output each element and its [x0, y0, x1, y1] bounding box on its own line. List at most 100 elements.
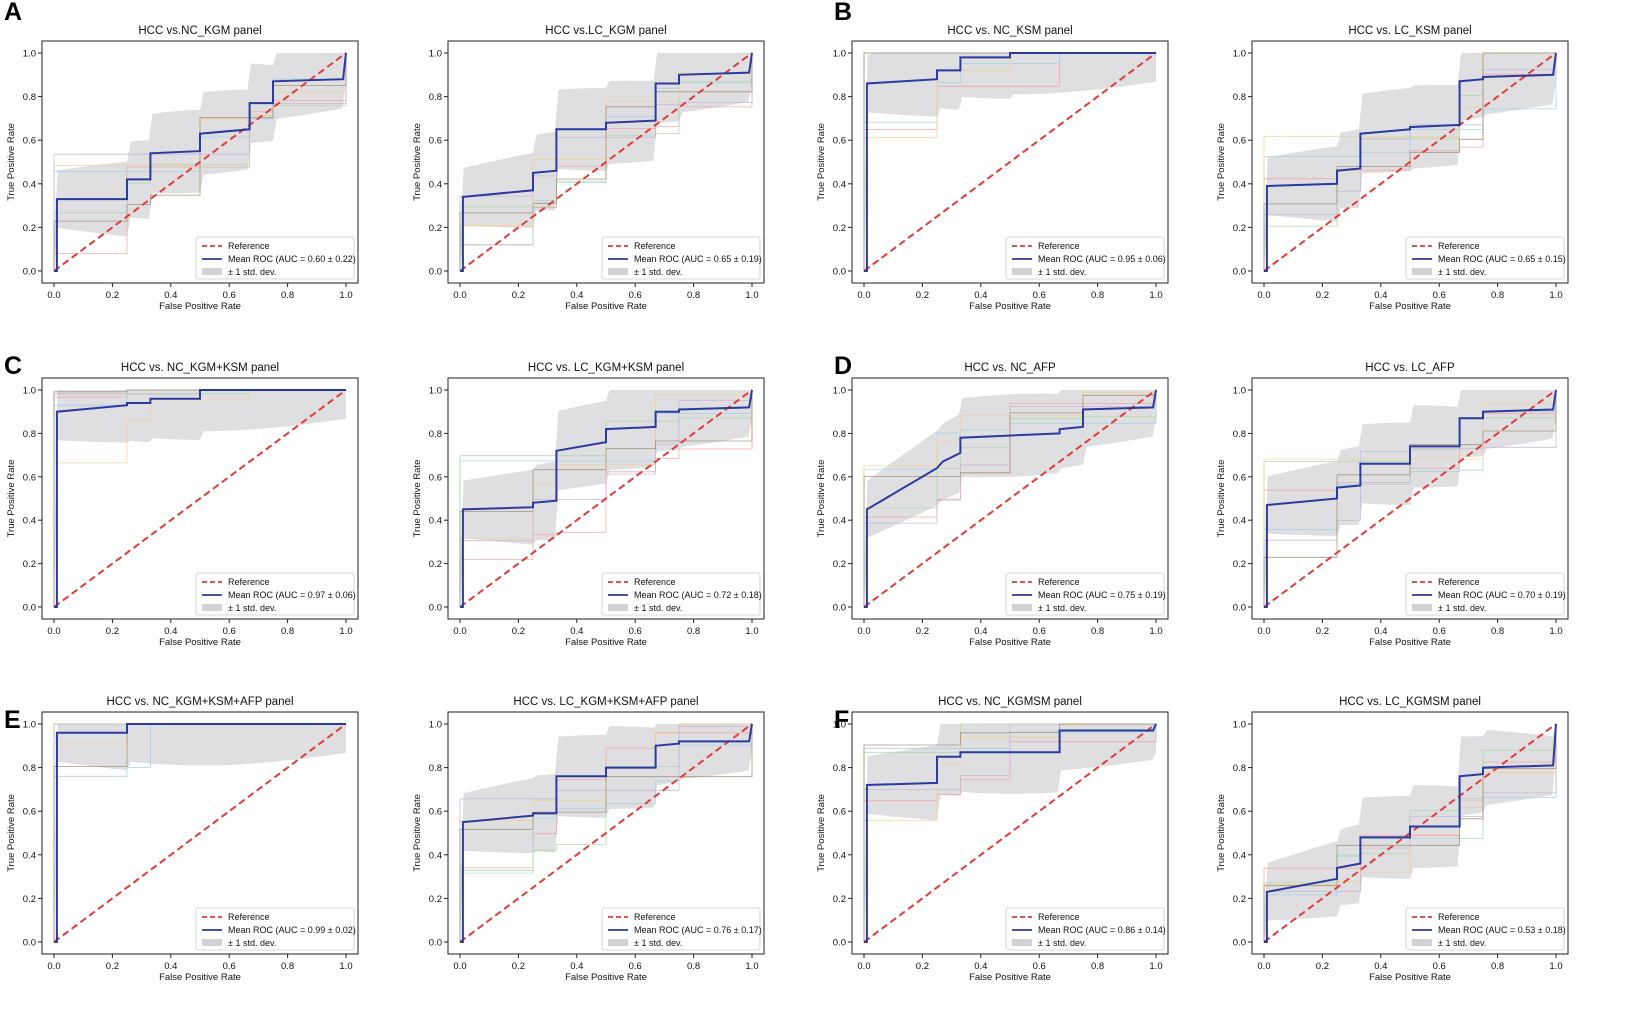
legend-reference-label: Reference — [1438, 241, 1480, 251]
y-tick-label: 0.6 — [429, 136, 442, 147]
y-tick-label: 0.8 — [833, 429, 846, 440]
x-tick-label: 0.6 — [1033, 961, 1046, 972]
y-tick-label: 0.6 — [23, 136, 36, 147]
fold-roc-curve — [1263, 52, 1556, 271]
chart-title: HCC vs.LC_KGM panel — [545, 25, 666, 37]
chart-title: HCC vs. NC_AFP — [964, 362, 1056, 374]
legend-box — [195, 572, 355, 616]
x-axis-label: False Positive Rate — [159, 637, 241, 648]
legend-reference-label: Reference — [1038, 241, 1080, 251]
fold-roc-curve — [863, 390, 1157, 607]
legend-band-swatch — [608, 604, 628, 611]
reference-line — [459, 723, 753, 943]
legend-reference-label: Reference — [634, 241, 676, 251]
legend-band-label: ± 1 std. dev. — [228, 603, 276, 613]
legend-reference-label: Reference — [228, 241, 270, 251]
x-tick-label: 0.8 — [1491, 626, 1504, 637]
y-tick-label: 1.0 — [833, 49, 846, 60]
plot-frame — [447, 40, 765, 284]
roc-chart-7: HCC vs. NC_AFP 0.0 0.2 0.4 0.6 0.8 1.0 0.0 0.2 0.… — [816, 362, 1169, 648]
x-tick-label: 1.0 — [1149, 961, 1162, 972]
x-tick-label: 1.0 — [745, 626, 758, 637]
x-tick-label: 0.2 — [1316, 290, 1329, 301]
legend-band-label: ± 1 std. dev. — [634, 603, 682, 613]
x-tick-label: 0.0 — [1257, 961, 1270, 972]
y-tick-label: 0.6 — [429, 807, 442, 818]
x-tick-label: 0.4 — [164, 290, 177, 301]
chart-title: HCC vs. NC_KGMSM panel — [938, 696, 1082, 708]
legend-band-swatch — [1012, 604, 1032, 611]
chart-title: HCC vs. LC_KGMSM panel — [1339, 696, 1481, 708]
y-tick-label: 0.4 — [23, 179, 36, 190]
x-tick-label: 0.0 — [1257, 626, 1270, 637]
legend-reference-label: Reference — [228, 577, 270, 587]
y-tick-label: 0.6 — [429, 472, 442, 483]
fold-roc-curve — [863, 390, 1157, 607]
y-tick-label: 0.0 — [833, 267, 846, 278]
mean-roc-line — [460, 389, 753, 608]
mean-roc-line — [54, 723, 346, 943]
x-tick-label: 0.4 — [570, 961, 583, 972]
x-tick-label: 0.6 — [1033, 290, 1046, 301]
y-axis-label: True Positive Rate — [412, 794, 423, 872]
y-tick-label: 1.0 — [833, 720, 846, 731]
y-tick-label: 0.0 — [23, 603, 36, 614]
plot-frame — [41, 40, 359, 284]
reference-line — [459, 389, 753, 608]
roc-chart-3: HCC vs. NC_KSM panel 0.0 0.2 0.4 0.6 0.8 1.0 0.… — [816, 25, 1169, 312]
x-tick-label: 0.2 — [916, 626, 929, 637]
y-tick-label: 0.8 — [1233, 429, 1246, 440]
legend-mean-label: Mean ROC (AUC = 0.99 ± 0.02) — [228, 925, 356, 935]
legend-box — [1005, 572, 1165, 616]
x-tick-label: 0.4 — [164, 626, 177, 637]
legend-box — [195, 236, 355, 280]
plot-frame — [1251, 40, 1569, 284]
reference-line — [1263, 389, 1557, 608]
legend-reference-label: Reference — [1438, 577, 1480, 587]
y-axis-label: True Positive Rate — [6, 460, 17, 538]
y-tick-label: 0.0 — [23, 938, 36, 949]
chart-title: HCC vs. LC_KSM panel — [1348, 25, 1471, 37]
y-tick-label: 0.6 — [833, 472, 846, 483]
y-tick-label: 0.0 — [833, 603, 846, 614]
y-tick-label: 0.2 — [1233, 223, 1246, 234]
legend-box — [1405, 572, 1565, 616]
legend-box — [601, 236, 761, 280]
y-axis-label: True Positive Rate — [816, 794, 827, 872]
x-tick-label: 0.0 — [453, 626, 466, 637]
y-tick-label: 0.4 — [833, 516, 846, 527]
fold-roc-curve — [1263, 724, 1557, 942]
x-tick-label: 1.0 — [339, 961, 352, 972]
x-tick-label: 0.6 — [223, 961, 236, 972]
mean-roc-line — [460, 52, 753, 272]
reference-line — [1263, 52, 1557, 272]
y-tick-label: 1.0 — [429, 720, 442, 731]
y-tick-label: 0.2 — [429, 223, 442, 234]
x-tick-label: 1.0 — [1549, 626, 1562, 637]
mean-roc-line — [864, 389, 1157, 608]
y-axis-label: True Positive Rate — [412, 123, 423, 201]
x-tick-label: 0.0 — [47, 290, 60, 301]
y-tick-label: 0.6 — [833, 807, 846, 818]
mean-roc-line — [1264, 389, 1557, 608]
legend-box — [1405, 236, 1565, 280]
x-tick-label: 0.8 — [281, 626, 294, 637]
y-tick-label: 0.2 — [1233, 894, 1246, 905]
fold-roc-curve — [459, 390, 753, 607]
mean-roc-line — [864, 723, 1157, 943]
y-tick-label: 0.8 — [833, 92, 846, 103]
x-tick-label: 1.0 — [1549, 290, 1562, 301]
y-tick-label: 0.4 — [833, 179, 846, 190]
x-tick-label: 0.4 — [974, 961, 987, 972]
x-tick-label: 0.0 — [857, 626, 870, 637]
legend-band-swatch — [1412, 268, 1432, 275]
x-tick-label: 1.0 — [1549, 961, 1562, 972]
chart-title: HCC vs. LC_KGM+KSM panel — [528, 362, 684, 374]
x-tick-label: 0.2 — [916, 290, 929, 301]
y-tick-label: 0.4 — [23, 850, 36, 861]
fold-roc-curve — [1263, 390, 1557, 607]
mean-roc-line — [54, 52, 347, 272]
legend-band-label: ± 1 std. dev. — [634, 267, 682, 277]
x-tick-label: 0.0 — [47, 626, 60, 637]
y-tick-label: 0.8 — [1233, 92, 1246, 103]
